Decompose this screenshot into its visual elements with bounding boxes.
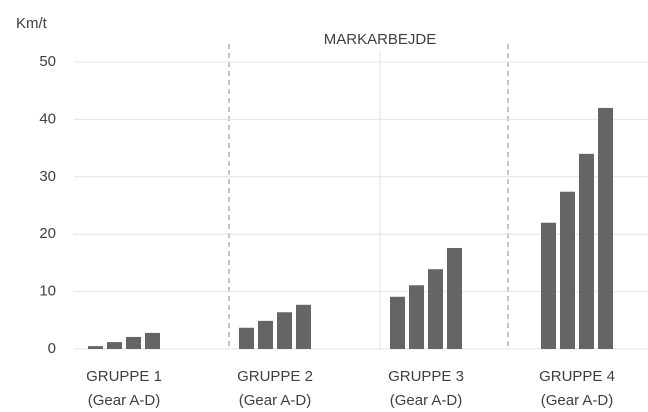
bar	[598, 107, 613, 349]
bar	[560, 191, 575, 349]
bar	[126, 336, 141, 349]
x-tick-label: GRUPPE 1	[86, 368, 162, 385]
y-axis-label: Km/t	[16, 15, 48, 32]
bar	[409, 285, 424, 349]
y-tick-label: 40	[39, 110, 56, 127]
bar	[390, 296, 405, 349]
bar	[541, 222, 556, 349]
y-tick-label: 0	[48, 340, 56, 357]
y-tick-label: 50	[39, 53, 56, 70]
annotation: MARKARBEJDE	[324, 31, 437, 48]
x-tick-label: (Gear A-D)	[541, 392, 614, 409]
y-tick-label: 30	[39, 168, 56, 185]
x-tick-label: (Gear A-D)	[88, 392, 161, 409]
bar	[428, 269, 443, 349]
bar	[107, 342, 122, 349]
bar	[239, 327, 254, 349]
x-tick-label: GRUPPE 4	[539, 368, 615, 385]
bar	[88, 346, 103, 349]
bar	[579, 153, 594, 349]
bar	[145, 332, 160, 349]
y-tick-label: 20	[39, 225, 56, 242]
bar	[258, 320, 273, 349]
x-tick-label: GRUPPE 2	[237, 368, 313, 385]
x-tick-label: (Gear A-D)	[239, 392, 312, 409]
y-tick-label: 10	[39, 283, 56, 300]
x-tick-label: GRUPPE 3	[388, 368, 464, 385]
x-tick-label: (Gear A-D)	[390, 392, 463, 409]
bar	[447, 247, 462, 349]
bar	[277, 312, 292, 349]
bar	[296, 304, 311, 349]
